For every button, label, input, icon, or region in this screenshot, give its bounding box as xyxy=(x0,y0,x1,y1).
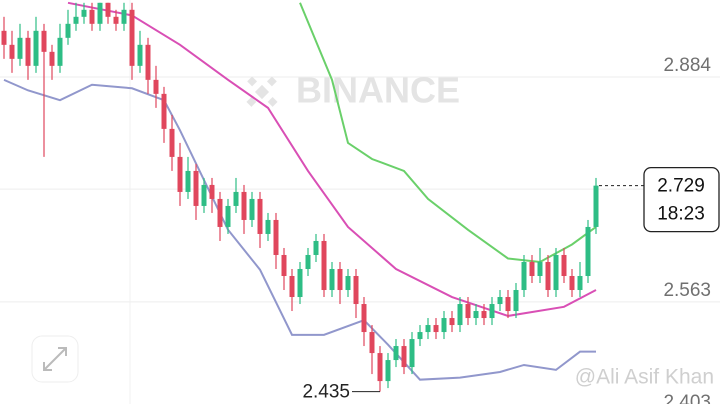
candle-body xyxy=(465,304,471,319)
candle-body xyxy=(17,37,23,59)
candle-body xyxy=(537,261,543,276)
candle-body xyxy=(249,198,255,220)
candle-body xyxy=(585,226,591,276)
candle-body xyxy=(441,318,447,333)
candle-body xyxy=(193,170,199,206)
candle-body xyxy=(497,297,503,305)
indicator-line xyxy=(3,78,596,381)
candle-body xyxy=(401,346,407,368)
candle-body xyxy=(233,191,239,206)
expand-button[interactable] xyxy=(31,335,79,383)
low-marker-label: 2.435 xyxy=(302,382,350,403)
candle-body xyxy=(129,9,135,66)
watermark-text: BINANCE xyxy=(296,70,460,111)
candle-body xyxy=(449,318,455,326)
candle-body xyxy=(241,191,247,220)
candle-body xyxy=(297,268,303,298)
candle-body xyxy=(369,332,375,354)
candle-body xyxy=(65,23,71,38)
candle-body xyxy=(353,276,359,305)
candle-body xyxy=(281,254,287,276)
candle-body xyxy=(73,16,79,24)
candle-body xyxy=(345,276,351,291)
candle-body xyxy=(25,37,31,66)
candle-body xyxy=(177,156,183,192)
candle-body xyxy=(113,16,119,24)
candle-body xyxy=(433,325,439,333)
y-tick-label: 2.884 xyxy=(663,55,711,76)
candle-body xyxy=(1,30,7,45)
plot xyxy=(1,1,599,392)
candle-body xyxy=(481,311,487,319)
candle-body xyxy=(577,276,583,291)
candle-body xyxy=(161,93,167,129)
candle-body xyxy=(217,198,223,227)
candle-body xyxy=(185,170,191,192)
indicator-line xyxy=(299,2,597,264)
countdown: 18:23 xyxy=(657,204,705,225)
credit: @Ali Asif Khan xyxy=(575,366,714,389)
indicator-line xyxy=(67,1,597,317)
candle-body xyxy=(457,304,463,326)
candle-body xyxy=(393,346,399,361)
candle-body xyxy=(521,261,527,291)
candle-body xyxy=(265,219,271,234)
last-price-label: 2.729 xyxy=(657,176,705,197)
candle-body xyxy=(337,268,343,291)
candle-body xyxy=(305,254,311,269)
candle-body xyxy=(553,254,559,291)
candle-body xyxy=(145,44,151,80)
candle-body xyxy=(385,360,391,382)
candle-body xyxy=(289,276,295,298)
candle-body xyxy=(49,51,55,66)
candle-body xyxy=(409,339,415,368)
candle-body xyxy=(513,290,519,312)
candle-body xyxy=(561,254,567,276)
candle-body xyxy=(41,30,47,52)
candle-body xyxy=(225,205,231,227)
candle-body xyxy=(273,219,279,255)
candle-body xyxy=(9,44,15,59)
candle-body xyxy=(97,2,103,24)
candle-body xyxy=(361,304,367,333)
candle-body xyxy=(169,128,175,157)
candle-body xyxy=(377,353,383,382)
candle-body xyxy=(121,9,127,24)
candle-body xyxy=(545,261,551,291)
candle-body xyxy=(489,304,495,319)
candle-body xyxy=(473,311,479,319)
candle-body xyxy=(33,30,39,66)
candle-body xyxy=(137,44,143,66)
candle-body xyxy=(81,9,87,17)
price-tag xyxy=(643,166,720,233)
candle-body xyxy=(505,297,511,312)
candle-body xyxy=(153,79,159,94)
y-tick-label: 2.563 xyxy=(663,280,711,301)
candle-body xyxy=(529,261,535,276)
candle-body xyxy=(329,268,335,291)
candle-body xyxy=(417,332,423,340)
overlay: 2.435 2.729 18:23 xyxy=(302,166,720,403)
y-tick-label: 2.403 xyxy=(663,392,711,404)
candle-body xyxy=(89,9,95,24)
candle-body xyxy=(257,198,263,234)
candle-body xyxy=(105,2,111,17)
candle-body xyxy=(313,240,319,255)
candle-body xyxy=(57,37,63,66)
candle-body xyxy=(209,184,215,199)
candle-body xyxy=(321,240,327,291)
candle-body xyxy=(201,184,207,206)
expand-icon xyxy=(43,347,67,371)
candle-body xyxy=(593,185,599,227)
candle-body xyxy=(569,276,575,291)
candle-body xyxy=(425,325,431,333)
